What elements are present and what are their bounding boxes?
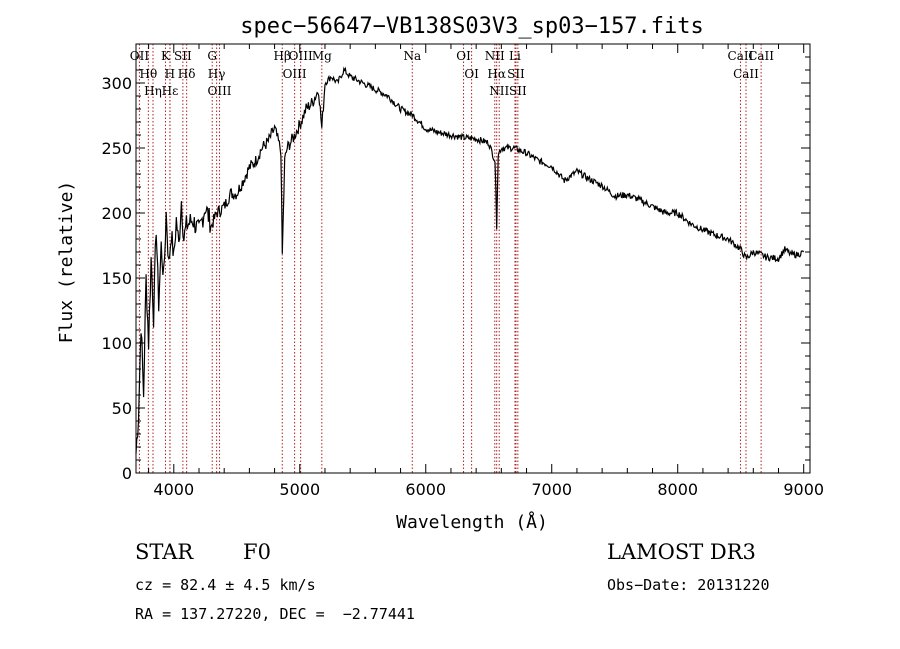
line-label-23: SII xyxy=(509,84,527,98)
line-label-20: NII xyxy=(489,84,509,98)
y-tick-label-250: 250 xyxy=(101,139,132,158)
line-label-12: OIII xyxy=(283,67,307,81)
line-label-18: Hα xyxy=(487,67,506,81)
y-tick-label-100: 100 xyxy=(101,334,132,353)
line-label-13: OIII xyxy=(289,49,313,63)
x-axis-ticks: 4000 5000 6000 7000 8000 9000 xyxy=(148,44,824,499)
line-label-17: OI xyxy=(464,67,479,81)
line-label-6: Hδ xyxy=(178,67,196,81)
y-tick-label-300: 300 xyxy=(101,74,132,93)
line-label-24: CaII xyxy=(728,49,754,63)
x-axis-label: Wavelength (Å) xyxy=(396,511,548,533)
line-label-19: NII xyxy=(485,49,505,63)
observation-date: Obs−Date: 20131220 xyxy=(607,576,770,594)
x-tick-label-4000: 4000 xyxy=(153,480,194,499)
y-tick-label-200: 200 xyxy=(101,204,132,223)
line-label-22: Li xyxy=(509,49,521,63)
line-label-8: OIII xyxy=(207,84,231,98)
survey-name: LAMOST DR3 xyxy=(607,540,756,564)
line-label-1: OII xyxy=(130,49,150,63)
line-label-7: SII xyxy=(174,49,192,63)
x-tick-label-8000: 8000 xyxy=(657,480,698,499)
object-class: STAR xyxy=(135,540,194,564)
spectral-line-markers xyxy=(138,44,762,473)
line-label-16: OI xyxy=(456,49,471,63)
line-label-14: Mg xyxy=(312,49,332,63)
redshift-cz: cz = 82.4 ± 4.5 km/s xyxy=(135,576,316,594)
x-tick-label-9000: 9000 xyxy=(783,480,824,499)
y-tick-label-50: 50 xyxy=(112,399,132,418)
x-tick-label-6000: 6000 xyxy=(405,480,446,499)
y-tick-label-0: 0 xyxy=(122,464,132,483)
line-label-9: Hγ xyxy=(208,67,226,81)
line-label-25: CaII xyxy=(733,67,759,81)
coordinates: RA = 137.27220, DEC = −2.77441 xyxy=(135,605,415,623)
plot-frame xyxy=(135,43,811,474)
line-label-3: K xyxy=(161,49,171,63)
y-axis-label: Flux (relative) xyxy=(56,181,77,344)
line-label-21: SII xyxy=(507,67,525,81)
object-subclass: F0 xyxy=(243,540,271,564)
y-tick-label-150: 150 xyxy=(101,269,132,288)
y-axis-ticks: 0 50 100 150 200 250 300 xyxy=(101,56,810,483)
spectrum-series-line xyxy=(135,66,805,454)
line-label-4: Hε xyxy=(162,84,179,98)
line-label-0: Hθ xyxy=(139,67,157,81)
line-label-15: Na xyxy=(403,49,421,63)
line-label-5: H xyxy=(165,67,175,81)
x-tick-label-7000: 7000 xyxy=(531,480,572,499)
line-label-10: G xyxy=(207,49,217,63)
x-tick-label-5000: 5000 xyxy=(279,480,320,499)
line-label-11: Hβ xyxy=(274,49,291,63)
chart-title: spec−56647−VB138S03V3_sp03−157.fits xyxy=(240,14,704,39)
line-label-26: CaII xyxy=(748,49,774,63)
line-label-2: Hη xyxy=(144,84,162,98)
